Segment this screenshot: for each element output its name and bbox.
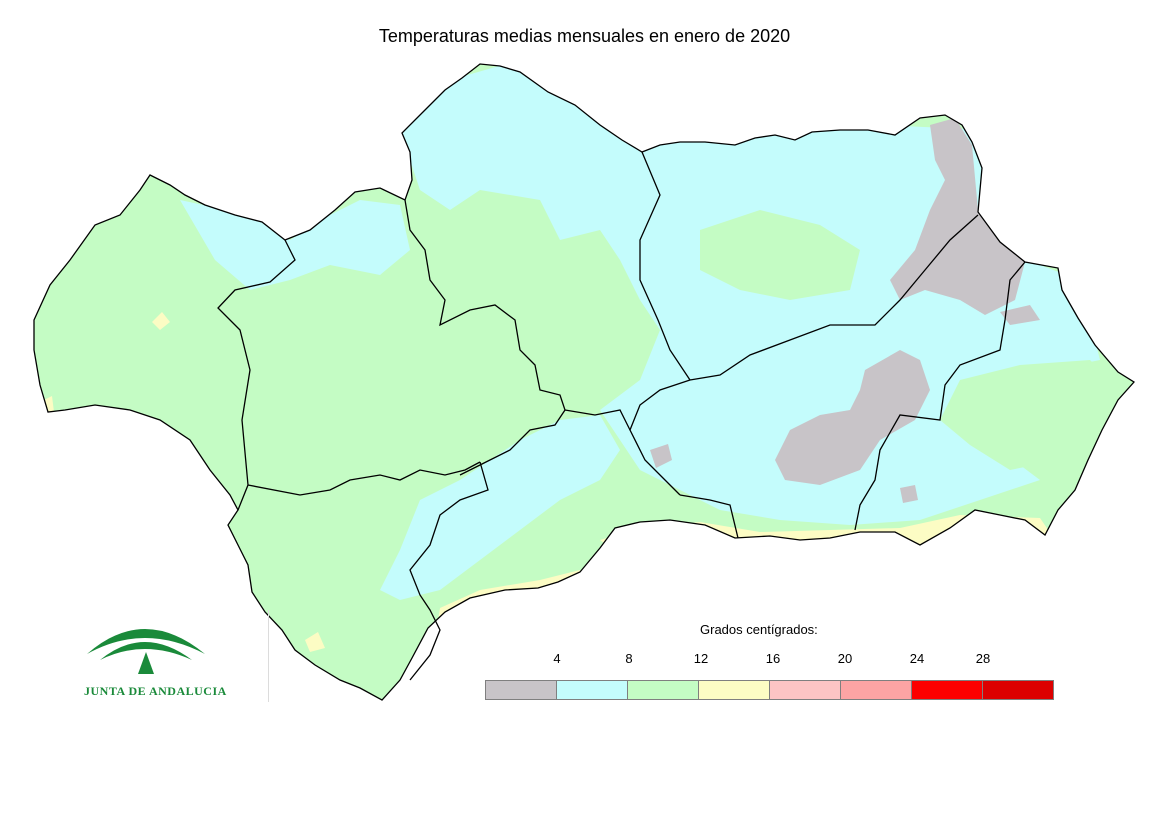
legend-title: Grados centígrados:	[700, 622, 818, 637]
class-below-4-area-northeast	[890, 118, 1025, 315]
legend-swatch-below-4	[485, 680, 557, 700]
class-4-8-area-north	[400, 64, 1100, 525]
boundary-cordoba-jaen	[639, 151, 691, 381]
logo-arc-outer	[87, 629, 205, 654]
class-below-4-patch	[1000, 305, 1040, 325]
legend-tick-4: 4	[553, 651, 561, 666]
divider	[268, 610, 269, 702]
logo-text: JUNTA DE ANDALUCIA	[84, 684, 227, 698]
legend-swatch-12-16	[698, 680, 770, 700]
province-boundaries	[217, 151, 1026, 681]
legend-swatch-24-28	[911, 680, 983, 700]
map-title: Temperaturas medias mensuales en enero d…	[378, 26, 791, 46]
legend-swatch-above-28	[982, 680, 1054, 700]
boundary-sevilla-cadiz	[247, 461, 481, 496]
legend-swatch-20-24	[840, 680, 912, 700]
legend-swatch-8-12	[627, 680, 699, 700]
class-below-4-patch	[900, 485, 918, 503]
legend-swatch-16-20	[769, 680, 841, 700]
boundary-cordoba-malaga	[564, 409, 631, 431]
boundary-cadiz-malaga	[409, 461, 489, 681]
logo-arc-inner	[100, 642, 192, 660]
boundary-jaen-granada	[689, 214, 979, 381]
legend-tick-20: 20	[837, 651, 853, 666]
class-12-16-spot	[152, 312, 170, 330]
class-below-4-area-sierra-nevada	[775, 350, 930, 485]
boundary-huelva-sevilla	[217, 239, 296, 511]
class-8-12-patch-north	[700, 210, 860, 300]
class-8-12-patch-east	[940, 360, 1110, 470]
boundary-malaga-granada	[679, 494, 739, 539]
boundary-sevilla-cordoba	[404, 199, 566, 476]
legend-tick-8: 8	[625, 651, 633, 666]
junta-de-andalucia-logo	[87, 629, 205, 674]
class-4-8-area-south	[380, 415, 620, 600]
legend-tick-12: 12	[693, 651, 709, 666]
legend-tick-24: 24	[909, 651, 925, 666]
legend-swatch-4-8	[556, 680, 628, 700]
class-12-16-spot	[305, 632, 325, 652]
class-4-8-area-west	[180, 200, 410, 290]
legend-color-bar	[485, 680, 1054, 700]
logo-peak	[138, 652, 154, 674]
legend-tick-16: 16	[765, 651, 781, 666]
legend-tick-28: 28	[975, 651, 991, 666]
class-below-4-patch	[650, 444, 672, 468]
boundary-granada-almeria	[854, 261, 1026, 531]
